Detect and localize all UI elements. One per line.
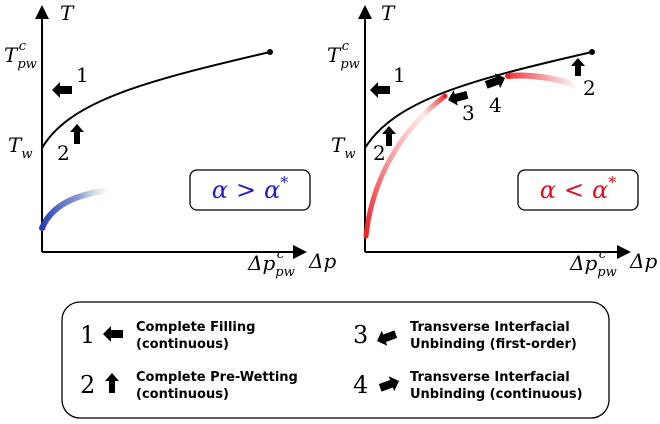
left-prewetting-critical-point [267,49,273,55]
right-arrow-2b-label: 2 [583,76,596,100]
right-condition-box [517,169,639,211]
legend: 1 Complete Filling (continuous) 2 Comple… [61,301,610,419]
right-arrow-3-icon [448,90,469,106]
right-red-point-bottom [363,233,369,239]
right-arrow-1-icon [370,82,390,98]
legend-box [61,301,610,419]
legend-item-3-number: 3 [353,321,368,349]
right-red-line-lower [363,93,448,239]
right-arrow-3-label: 3 [462,101,475,125]
right-y-tick-top: Tpwc [327,39,360,72]
right-x-axis-label: Δp [629,249,657,273]
legend-item-1-line2: (continuous) [136,337,229,352]
legend-item-2-line1: Complete Pre-Wetting [136,370,298,385]
right-arrow-2-icon [382,126,396,146]
left-blue-start-point [40,225,46,231]
right-arrow-4-icon [484,73,505,89]
legend-item-4-arrow-icon [378,376,399,392]
legend-item-3-line1: Transverse Interfacial [410,320,570,335]
right-arrow-2-label: 2 [373,141,386,165]
left-prewetting-line [41,51,271,149]
left-x-tick: Δppwc [247,247,295,280]
right-y-axis-label: T [381,1,396,25]
legend-item-4-line2: Unbinding (continuous) [410,387,583,402]
right-prewetting-line [364,51,593,149]
legend-item-2-number: 2 [80,371,95,399]
right-x-tick: Δppwc [569,247,617,280]
right-prewetting-critical-point [589,49,595,55]
left-y-tick-top: Tpwc [4,39,37,72]
left-panel: T Δp Tpwc Tw Δppwc 1 2 α > α* [4,1,336,280]
legend-item-3-line2: Unbinding (first-order) [410,337,577,352]
right-arrow-2b-icon [571,58,585,76]
left-y-tick-bottom: Tw [8,133,32,162]
legend-item-1-number: 1 [80,321,95,349]
left-blue-fading-line [39,187,111,231]
left-condition-text: α > α* [212,173,289,204]
left-arrow-2-label: 2 [57,141,70,165]
legend-item-2-arrow-icon [105,373,119,393]
right-condition-text: α < α* [540,173,617,204]
legend-item-1-line1: Complete Filling [136,320,255,335]
left-arrow-1-label: 1 [76,63,89,87]
left-y-axis-label: T [60,1,75,25]
legend-item-4-line1: Transverse Interfacial [410,370,570,385]
right-arrow-4-label: 4 [489,93,502,117]
legend-item-3-arrow-icon [377,330,398,346]
left-x-axis-label: Δp [308,249,336,273]
right-panel: T Δp Tpwc Tw Δppwc 1 2 3 4 2 [327,1,657,280]
right-arrow-1-label: 1 [393,63,406,87]
left-arrow-2-icon [70,124,84,144]
legend-item-1-arrow-icon [103,326,123,342]
right-red-line-upper [505,72,581,89]
right-red-point-top [505,73,511,79]
legend-item-4-number: 4 [353,371,368,399]
right-red-point-mid [442,93,448,99]
legend-item-2-line2: (continuous) [136,387,229,402]
left-arrow-1-icon [52,82,72,98]
right-y-tick-bottom: Tw [331,133,355,162]
left-condition-box [189,169,311,211]
